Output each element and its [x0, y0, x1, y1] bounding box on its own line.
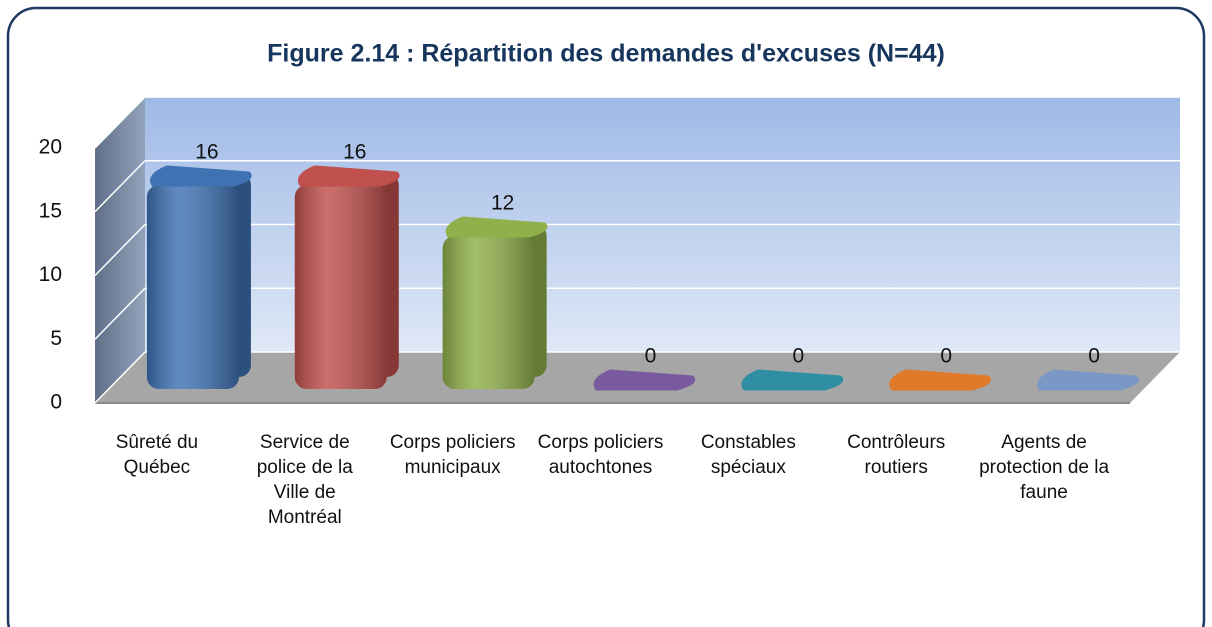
grid-line — [94, 96, 1180, 149]
y-tick-label: 0 — [50, 391, 62, 414]
x-tick-label: Corps policiers municipaux — [389, 432, 516, 478]
bar — [741, 369, 844, 391]
grid-line-side — [94, 287, 146, 340]
x-tick-label: Service de police de la Ville de Montréa… — [256, 432, 353, 528]
bar-top — [593, 369, 696, 391]
value-label: 0 — [1088, 345, 1100, 368]
bar-top — [445, 216, 548, 238]
value-label: 16 — [195, 141, 218, 164]
y-tick-label: 20 — [39, 136, 62, 159]
x-tick-label: Constables spéciaux — [700, 432, 796, 478]
bar-shine — [294, 185, 387, 389]
grid-line-side — [94, 223, 146, 277]
bar-top — [297, 165, 400, 187]
value-label: 0 — [645, 345, 657, 368]
x-tick-label: Contrôleurs routiers — [847, 432, 946, 478]
y-tick-label: 15 — [39, 199, 62, 222]
value-label: 12 — [491, 192, 514, 215]
bar-shine — [442, 236, 535, 389]
grid-line-side — [94, 160, 146, 213]
y-tick-label: 5 — [50, 327, 62, 350]
bar — [1037, 369, 1139, 391]
bar — [294, 165, 400, 389]
value-label: 16 — [343, 141, 366, 164]
bar-top — [741, 369, 844, 391]
x-tick-label: Agents de protection de la faune — [979, 432, 1110, 503]
bar — [442, 216, 548, 389]
bar — [889, 369, 991, 391]
bar — [146, 165, 252, 389]
bar — [593, 369, 696, 391]
x-tick-label: Corps policiers autochtones — [537, 432, 664, 478]
chart-title: Figure 2.14 : Répartition des demandes d… — [267, 40, 945, 68]
value-label: 0 — [793, 345, 805, 368]
bar-top — [1037, 369, 1139, 391]
bar-top — [889, 369, 991, 391]
bar-top — [150, 165, 252, 187]
value-label: 0 — [940, 345, 952, 368]
grid-line-side — [94, 351, 146, 404]
bar-shine — [146, 185, 239, 389]
grid-line-side — [94, 96, 146, 149]
grid-line — [94, 160, 1180, 213]
y-tick-label: 10 — [39, 263, 62, 286]
x-tick-label: Sûreté du Québec — [115, 432, 199, 478]
